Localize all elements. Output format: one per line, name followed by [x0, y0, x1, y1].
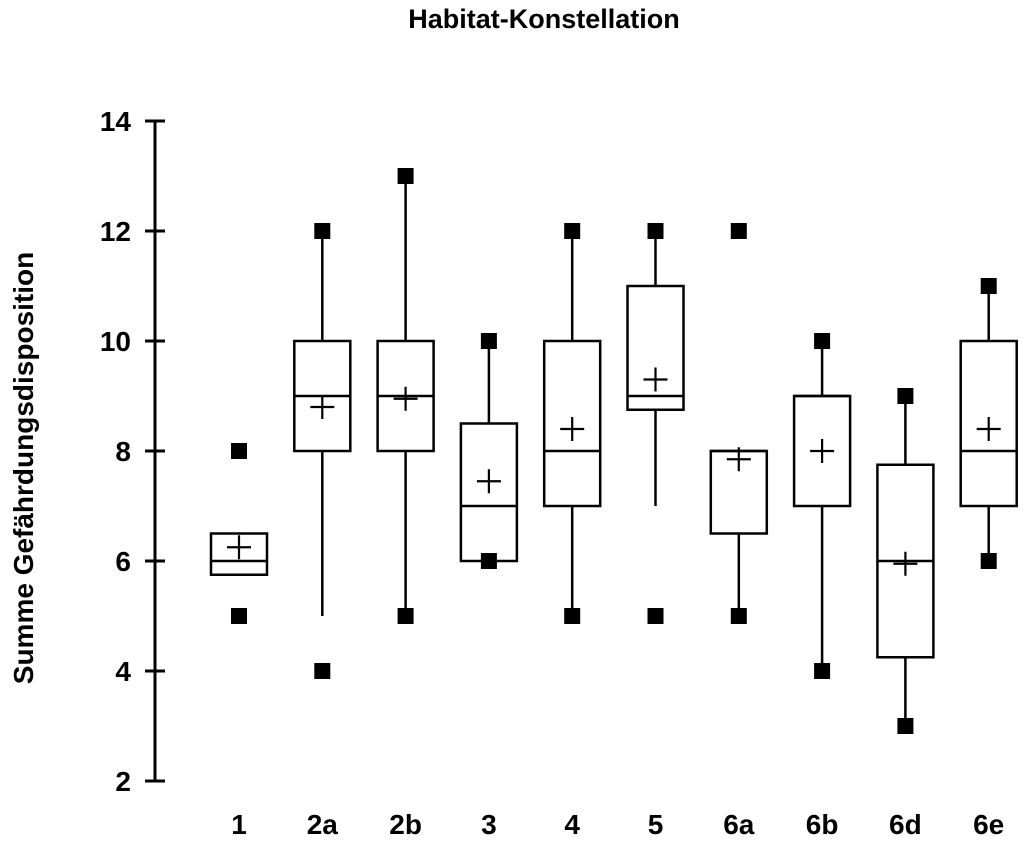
x-category-label: 3 [481, 809, 497, 840]
min-marker [980, 553, 997, 569]
y-axis-label: Summe Gefährdungsdisposition [8, 252, 39, 684]
max-marker [231, 443, 247, 459]
max-marker [480, 333, 497, 349]
box-2b [376, 168, 435, 624]
max-marker [564, 223, 581, 239]
y-tick-label: 6 [115, 546, 131, 577]
x-category-label: 4 [564, 809, 580, 840]
max-marker [814, 333, 831, 349]
x-axis-labels: 1 2a 2b 3 4 5 6a 6b 6d 6e [231, 809, 1004, 840]
min-marker [231, 608, 247, 624]
x-category-label: 5 [648, 809, 664, 840]
box-1 [209, 443, 269, 624]
min-marker [897, 718, 914, 734]
x-category-label: 1 [231, 809, 247, 840]
box-3 [459, 333, 519, 569]
box-6b [792, 333, 852, 679]
min-marker [647, 608, 664, 624]
max-marker [314, 223, 331, 239]
x-category-label: 2b [389, 809, 422, 840]
max-marker [647, 223, 664, 239]
min-marker [397, 608, 414, 624]
max-marker [730, 223, 747, 239]
min-marker [564, 608, 581, 624]
box-2a [293, 223, 352, 679]
y-tick-label: 4 [115, 656, 131, 687]
box-6a [709, 223, 769, 624]
x-category-label: 6e [973, 809, 1004, 840]
min-marker [814, 663, 831, 679]
max-marker [980, 278, 997, 294]
box-6e [959, 278, 1018, 569]
boxes [209, 168, 1018, 734]
y-tick-label: 2 [115, 766, 131, 797]
min-marker [730, 608, 747, 624]
x-category-label: 2a [307, 809, 339, 840]
box-5 [626, 223, 685, 624]
chart-title: Habitat-Konstellation [408, 4, 680, 34]
x-category-label: 6d [889, 809, 922, 840]
max-marker [397, 168, 414, 184]
min-marker [480, 553, 497, 569]
y-tick-label: 14 [100, 106, 132, 137]
x-category-label: 6b [806, 809, 839, 840]
y-tick-label: 12 [100, 216, 131, 247]
y-tick-label: 10 [100, 326, 131, 357]
min-marker [314, 663, 331, 679]
box-6d [876, 388, 935, 734]
y-tick-label: 8 [115, 436, 131, 467]
y-axis: 2 4 6 8 10 12 14 [100, 106, 165, 797]
x-category-label: 6a [723, 809, 755, 840]
max-marker [897, 388, 914, 404]
box-4 [542, 223, 602, 624]
